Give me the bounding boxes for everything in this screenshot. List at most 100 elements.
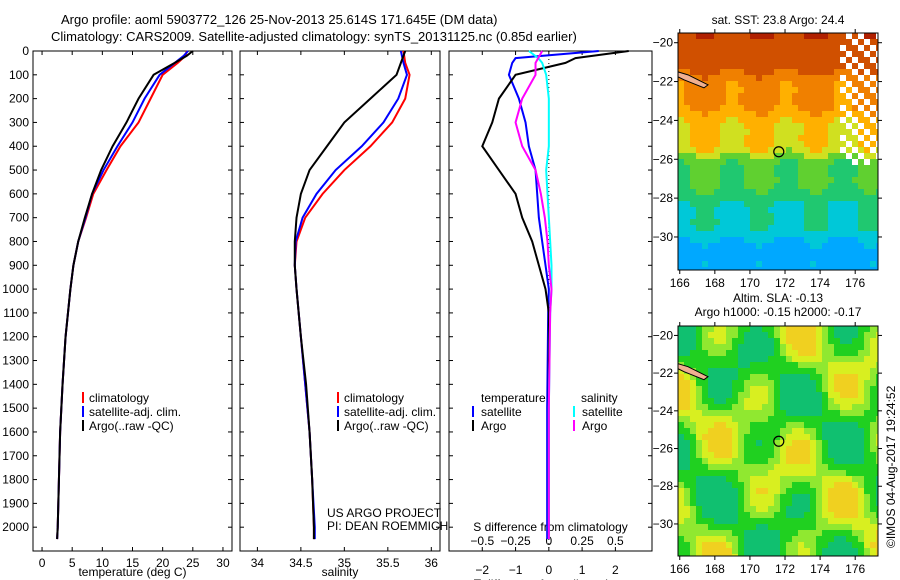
legend-label: climatology xyxy=(89,391,149,405)
y-tick-label: 500 xyxy=(9,163,29,177)
y-tick-label: 100 xyxy=(9,68,29,82)
profile-line-satellite-adj-clim- xyxy=(56,50,189,540)
y-tick-label: 1100 xyxy=(3,306,29,320)
legend-swatch xyxy=(82,406,84,417)
map-x-tick-label: 172 xyxy=(775,562,795,576)
panel-0-frame xyxy=(32,50,233,552)
map-x-tick-label: 168 xyxy=(705,562,725,576)
x-tick-label: 25 xyxy=(186,556,200,570)
y-tick-label: 1400 xyxy=(2,377,29,391)
y-tick-label: 700 xyxy=(9,211,29,225)
map-x-tick-label: 172 xyxy=(775,276,795,290)
s-tick-label: −0.5 xyxy=(470,534,494,548)
legend-heading-salinity: salinity xyxy=(581,391,618,405)
x-axis-label: salinity xyxy=(322,565,359,579)
x-tick-label: 2 xyxy=(612,563,619,577)
map-x-tick-label: 176 xyxy=(845,562,865,576)
y-tick-label: 0 xyxy=(22,44,29,58)
legend-swatch xyxy=(573,420,575,431)
x-tick-label: 10 xyxy=(96,556,110,570)
map-y-tick-label: −24 xyxy=(653,113,674,127)
map-1-frame xyxy=(677,325,879,557)
s-tick-label: 0.25 xyxy=(570,534,594,548)
profile-line-argo-raw-qc- xyxy=(293,50,407,540)
y-tick-label: 1500 xyxy=(2,401,29,415)
copyright-label: ©IMOS 04-Aug-2017 19:24:52 xyxy=(884,385,898,548)
y-tick-label: 2000 xyxy=(2,520,29,534)
x-tick-label: 5 xyxy=(69,556,76,570)
x-tick-label: 0 xyxy=(545,563,552,577)
y-tick-label: 1800 xyxy=(2,473,29,487)
x-tick-label: 34.5 xyxy=(289,556,313,570)
s-tick-label: 0 xyxy=(545,534,552,548)
x-tick-label: 30 xyxy=(216,556,230,570)
x-axis-label: temperature (deg C) xyxy=(78,565,186,579)
legend-swatch xyxy=(82,420,84,431)
x-tick-label: 20 xyxy=(156,556,170,570)
y-tick-label: 600 xyxy=(9,187,29,201)
argo-position-marker xyxy=(773,435,785,447)
legend-label: Argo(..raw -QC) xyxy=(89,419,174,433)
x-tick-label: 35 xyxy=(338,556,352,570)
map-x-tick-label: 176 xyxy=(845,276,865,290)
map-y-tick-label: −20 xyxy=(653,328,674,342)
legend-swatch xyxy=(472,406,474,417)
project-annotation: PI: DEAN ROEMMICH xyxy=(327,519,448,533)
y-tick-label: 1200 xyxy=(2,330,29,344)
x-tick-label: −1 xyxy=(509,563,523,577)
legend-label: Argo(..raw -QC) xyxy=(344,419,429,433)
legend-swatch xyxy=(337,392,339,403)
legend-label: satellite xyxy=(481,405,522,419)
map-0-field xyxy=(678,33,878,270)
argo-position-marker xyxy=(773,146,785,158)
x-tick-label: 36 xyxy=(425,556,439,570)
legend-heading-temperature: temperature xyxy=(481,391,546,405)
y-tick-label: 800 xyxy=(9,234,29,248)
legend-swatch xyxy=(337,420,339,431)
diff-line-temperature-argo xyxy=(481,50,629,540)
y-tick-label: 200 xyxy=(9,92,29,106)
map-x-tick-label: 170 xyxy=(740,276,760,290)
x-tick-label: 1 xyxy=(579,563,586,577)
y-tick-label: 300 xyxy=(9,115,29,129)
map-y-tick-label: −22 xyxy=(653,75,674,89)
title-line-1: Argo profile: aoml 5903772_126 25-Nov-20… xyxy=(61,12,498,27)
sst-map-title: sat. SST: 23.8 Argo: 24.4 xyxy=(712,13,845,27)
y-tick-label: 1900 xyxy=(2,496,29,510)
s-tick-label: −0.25 xyxy=(500,534,531,548)
map-y-tick-label: −24 xyxy=(653,404,674,418)
map-y-tick-label: −26 xyxy=(653,442,674,456)
x-tick-label: −2 xyxy=(475,563,489,577)
map-y-tick-label: −28 xyxy=(653,191,674,205)
map-y-tick-label: −28 xyxy=(653,479,674,493)
legend-label: climatology xyxy=(344,391,404,405)
y-tick-label: 900 xyxy=(9,258,29,272)
x-axis-label: T difference from climatology xyxy=(474,577,628,580)
legend-label: Argo xyxy=(582,419,608,433)
diff-line-temperature-satellite xyxy=(507,50,599,540)
legend-swatch xyxy=(472,420,474,431)
y-tick-label: 400 xyxy=(9,139,29,153)
map-y-tick-label: −26 xyxy=(653,152,674,166)
project-annotation: US ARGO PROJECT xyxy=(327,506,442,520)
legend-label: Argo xyxy=(481,419,507,433)
x-tick-label: 15 xyxy=(126,556,140,570)
panel-1-frame xyxy=(239,50,441,552)
map-x-tick-label: 166 xyxy=(670,562,690,576)
legend-swatch xyxy=(337,406,339,417)
x-tick-label: 0 xyxy=(39,556,46,570)
y-tick-label: 1600 xyxy=(2,425,29,439)
profile-line-climatology xyxy=(56,50,188,540)
legend-swatch xyxy=(82,392,84,403)
diff-line-salinity-argo xyxy=(514,50,553,540)
s-tick-label: 0.5 xyxy=(607,534,624,548)
title-line-2: Climatology: CARS2009. Satellite-adjuste… xyxy=(51,29,577,44)
map-y-tick-label: −20 xyxy=(653,36,674,50)
y-tick-label: 1700 xyxy=(2,449,29,463)
map-x-tick-label: 166 xyxy=(670,276,690,290)
profile-line-argo-raw-qc- xyxy=(56,50,194,540)
y-tick-label: 1000 xyxy=(2,282,29,296)
map-y-tick-label: −30 xyxy=(653,517,674,531)
map-x-tick-label: 170 xyxy=(740,562,760,576)
